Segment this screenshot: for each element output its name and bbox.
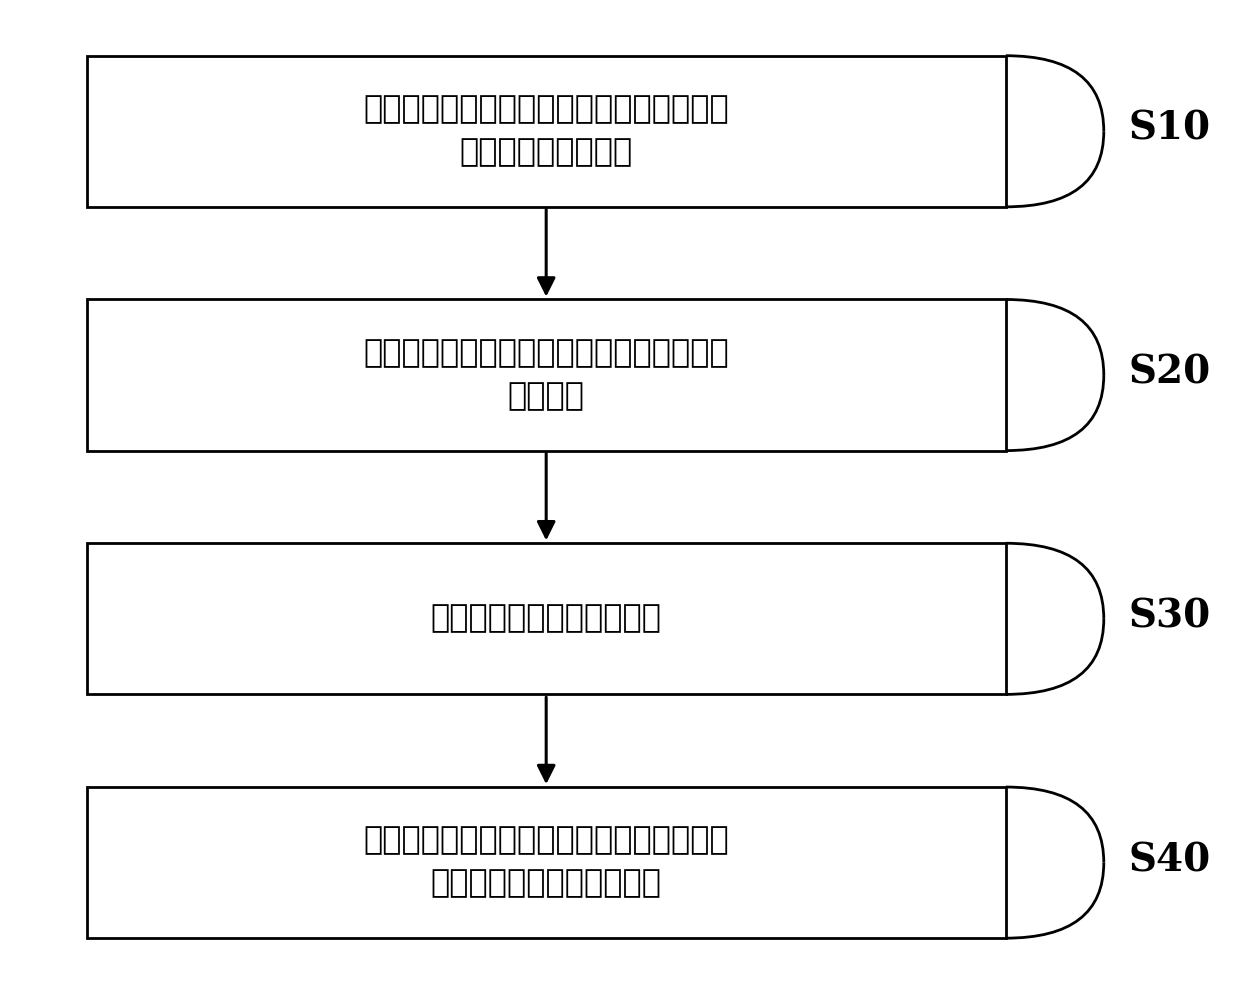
FancyBboxPatch shape — [87, 787, 1006, 939]
Text: 拼接所述拓扑空间模型模块: 拼接所述拓扑空间模型模块 — [430, 603, 662, 634]
Text: S20: S20 — [1128, 354, 1210, 392]
Text: S40: S40 — [1128, 842, 1210, 879]
FancyBboxPatch shape — [87, 543, 1006, 694]
Text: 将拼接后的所述拓扑空间模型模块形成所述
待设计产品的拓扑空间模型: 将拼接后的所述拓扑空间模型模块形成所述 待设计产品的拓扑空间模型 — [363, 826, 729, 900]
Text: S10: S10 — [1128, 110, 1210, 147]
FancyBboxPatch shape — [87, 300, 1006, 451]
FancyBboxPatch shape — [87, 55, 1006, 207]
Text: 根据所述拓扑设计空间建立或获取拓扑空间
模型模块: 根据所述拓扑设计空间建立或获取拓扑空间 模型模块 — [363, 338, 729, 412]
Text: S30: S30 — [1128, 597, 1210, 635]
Text: 根据待设计产品的设计参数定义所述待设计
产品的拓扑设计空间: 根据待设计产品的设计参数定义所述待设计 产品的拓扑设计空间 — [363, 94, 729, 168]
